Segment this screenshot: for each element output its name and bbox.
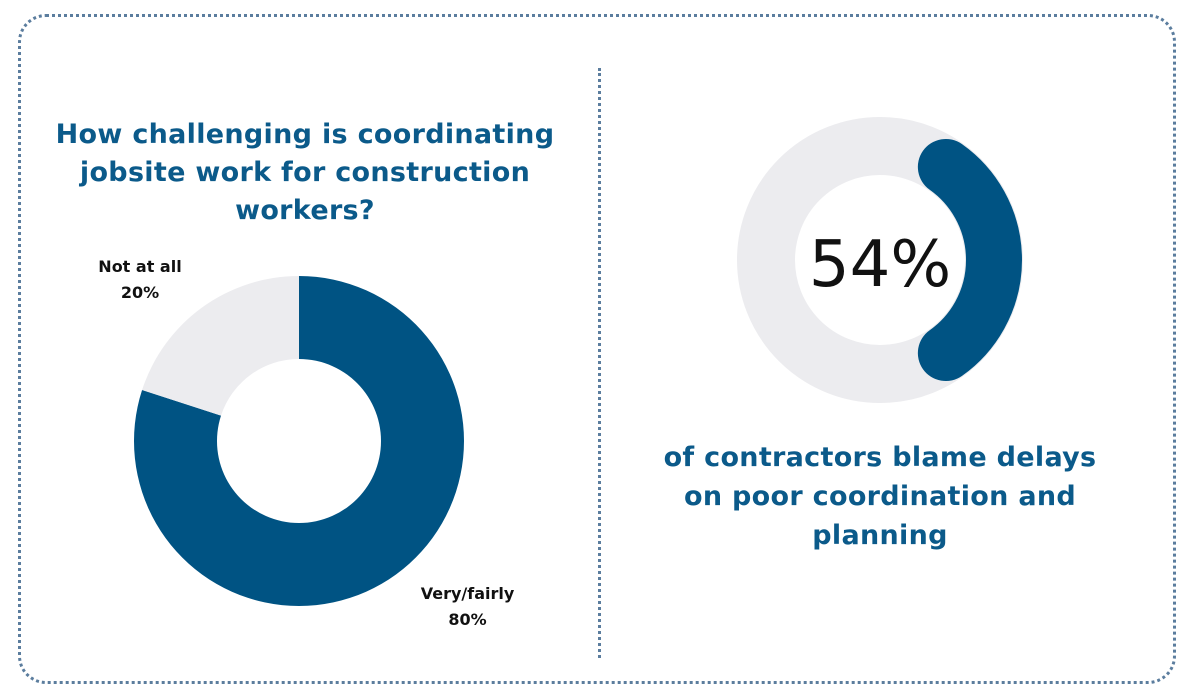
slice-label-name: Not at all [98,257,182,276]
donut-slice-not-at-all [142,276,299,416]
slice-label-name: Very/fairly [420,584,515,603]
slice-label-very-fairly: Very/fairly 80% [400,581,535,633]
stat-caption: of contractors blame delays on poor coor… [663,442,1097,551]
donut-chart-coordination [133,276,464,606]
stat-ring-value-arc [917,138,1022,382]
slice-label-not-at-all: Not at all 20% [80,254,200,306]
panel-divider [598,68,601,658]
donut-slice-very-fairly [133,276,464,606]
donut-chart-stat [737,117,1023,403]
slice-label-value: 20% [120,283,160,302]
chart-title: How challenging is coordinating jobsite … [55,119,555,226]
card-border [18,14,1176,684]
slice-label-value: 80% [448,610,487,629]
stat-percentage: 54% [809,228,951,302]
